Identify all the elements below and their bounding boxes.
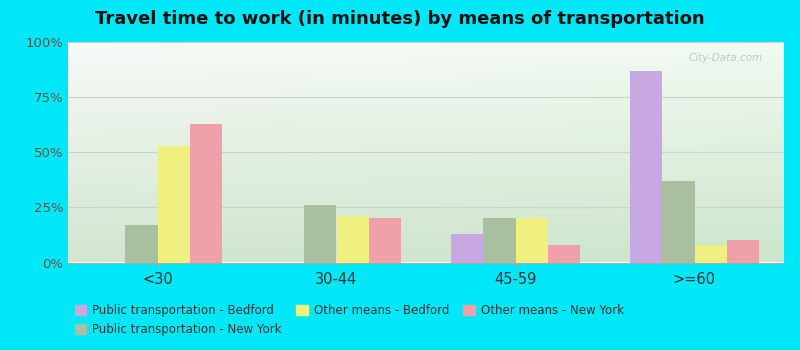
- Text: Travel time to work (in minutes) by means of transportation: Travel time to work (in minutes) by mean…: [95, 10, 705, 28]
- Bar: [158, 146, 190, 262]
- Bar: [126, 225, 158, 262]
- Bar: [694, 245, 726, 262]
- Bar: [630, 71, 662, 262]
- Bar: [662, 181, 694, 262]
- Bar: [337, 216, 369, 262]
- Bar: [548, 245, 580, 262]
- Text: City-Data.com: City-Data.com: [688, 53, 762, 63]
- Bar: [726, 240, 759, 262]
- Bar: [483, 218, 515, 262]
- Bar: [369, 218, 401, 262]
- Bar: [515, 218, 548, 262]
- Legend: Public transportation - Bedford, Public transportation - New York, Other means -: Public transportation - Bedford, Public …: [70, 299, 629, 341]
- Bar: [190, 124, 222, 262]
- Bar: [451, 234, 483, 262]
- Bar: [304, 205, 337, 262]
